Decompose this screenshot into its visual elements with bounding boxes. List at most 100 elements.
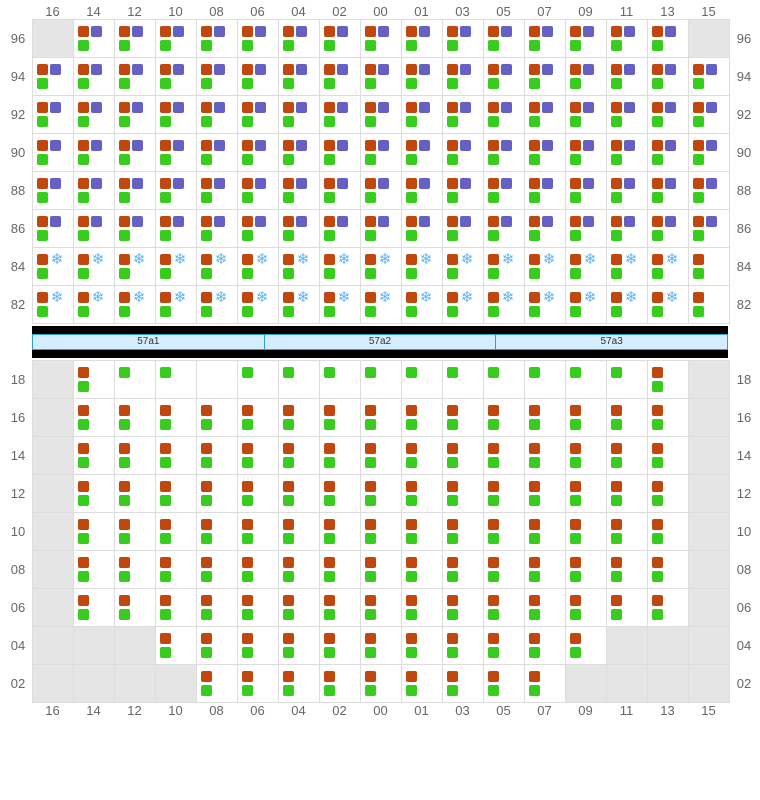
- brown-indicator: [652, 292, 663, 303]
- brown-indicator: [365, 178, 376, 189]
- grid-cell: [443, 20, 484, 58]
- grid-cell: [156, 513, 197, 551]
- grid-cell: [689, 248, 730, 286]
- grid-cell: [238, 589, 279, 627]
- brown-indicator: [447, 292, 458, 303]
- green-indicator: [693, 154, 704, 165]
- green-indicator: [529, 419, 540, 430]
- col-label: 12: [114, 4, 155, 19]
- grid-cell: [279, 665, 320, 703]
- snowflake-icon: ❄: [255, 290, 269, 305]
- purple-indicator: [50, 178, 61, 189]
- row-label: 18: [4, 360, 32, 398]
- brown-indicator: [611, 443, 622, 454]
- grid-cell: ❄: [607, 286, 648, 324]
- brown-indicator: [570, 254, 581, 265]
- col-label: 02: [319, 4, 360, 19]
- brown-indicator: [570, 26, 581, 37]
- grid-cell: [484, 172, 525, 210]
- empty-cell: [33, 665, 74, 703]
- brown-indicator: [406, 64, 417, 75]
- brown-indicator: [447, 216, 458, 227]
- green-indicator: [201, 230, 212, 241]
- brown-indicator: [693, 254, 704, 265]
- green-indicator: [447, 268, 458, 279]
- grid-cell: [361, 210, 402, 248]
- grid-cell: [74, 513, 115, 551]
- brown-indicator: [611, 140, 622, 151]
- green-indicator: [611, 268, 622, 279]
- grid-cell: [648, 58, 689, 96]
- col-label: 03: [442, 703, 483, 718]
- brown-indicator: [119, 519, 130, 530]
- upper-col-header: . 1614121008060402000103050709111315 .: [4, 4, 756, 19]
- snowflake-icon: ❄: [665, 252, 679, 267]
- brown-indicator: [37, 178, 48, 189]
- brown-indicator: [365, 64, 376, 75]
- green-indicator: [160, 457, 171, 468]
- green-indicator: [201, 116, 212, 127]
- empty-cell: [74, 627, 115, 665]
- grid-cell: [484, 134, 525, 172]
- purple-indicator: [419, 26, 430, 37]
- row-label: 06: [4, 588, 32, 626]
- green-indicator: [529, 306, 540, 317]
- grid-cell: [648, 361, 689, 399]
- purple-indicator: [91, 64, 102, 75]
- green-indicator: [406, 533, 417, 544]
- grid-cell: [279, 437, 320, 475]
- lower-row-labels-left: 181614121008060402: [4, 360, 32, 703]
- purple-indicator: [542, 216, 553, 227]
- brown-indicator: [570, 64, 581, 75]
- brown-indicator: [283, 671, 294, 682]
- grid-cell: [361, 361, 402, 399]
- green-indicator: [37, 306, 48, 317]
- grid-cell: ❄: [238, 248, 279, 286]
- green-indicator: [447, 647, 458, 658]
- brown-indicator: [447, 595, 458, 606]
- grid-cell: [525, 20, 566, 58]
- brown-indicator: [406, 557, 417, 568]
- purple-indicator: [542, 140, 553, 151]
- brown-indicator: [242, 633, 253, 644]
- green-indicator: [693, 78, 704, 89]
- empty-cell: [115, 627, 156, 665]
- grid-cell: [197, 58, 238, 96]
- green-indicator: [652, 268, 663, 279]
- green-indicator: [488, 78, 499, 89]
- grid-cell: [115, 399, 156, 437]
- grid-cell: [33, 210, 74, 248]
- grid-cell: ❄: [320, 248, 361, 286]
- grid-cell: [443, 210, 484, 248]
- purple-indicator: [542, 26, 553, 37]
- brown-indicator: [78, 557, 89, 568]
- snowflake-icon: ❄: [460, 252, 474, 267]
- empty-cell: [689, 589, 730, 627]
- green-indicator: [611, 457, 622, 468]
- brown-indicator: [160, 64, 171, 75]
- grid-cell: [156, 627, 197, 665]
- grid-cell: ❄: [279, 286, 320, 324]
- brown-indicator: [529, 140, 540, 151]
- green-indicator: [242, 116, 253, 127]
- brown-indicator: [529, 557, 540, 568]
- row-label: 10: [730, 512, 758, 550]
- grid-cell: [648, 399, 689, 437]
- brown-indicator: [78, 292, 89, 303]
- green-indicator: [406, 268, 417, 279]
- green-indicator: [406, 419, 417, 430]
- green-indicator: [365, 685, 376, 696]
- green-indicator: [242, 457, 253, 468]
- green-indicator: [652, 78, 663, 89]
- brown-indicator: [201, 595, 212, 606]
- brown-indicator: [365, 140, 376, 151]
- purple-indicator: [665, 102, 676, 113]
- brown-indicator: [324, 405, 335, 416]
- brown-indicator: [406, 671, 417, 682]
- green-indicator: [488, 367, 499, 378]
- brown-indicator: [160, 292, 171, 303]
- green-indicator: [529, 495, 540, 506]
- col-label: 13: [647, 4, 688, 19]
- grid-cell: [279, 399, 320, 437]
- purple-indicator: [337, 102, 348, 113]
